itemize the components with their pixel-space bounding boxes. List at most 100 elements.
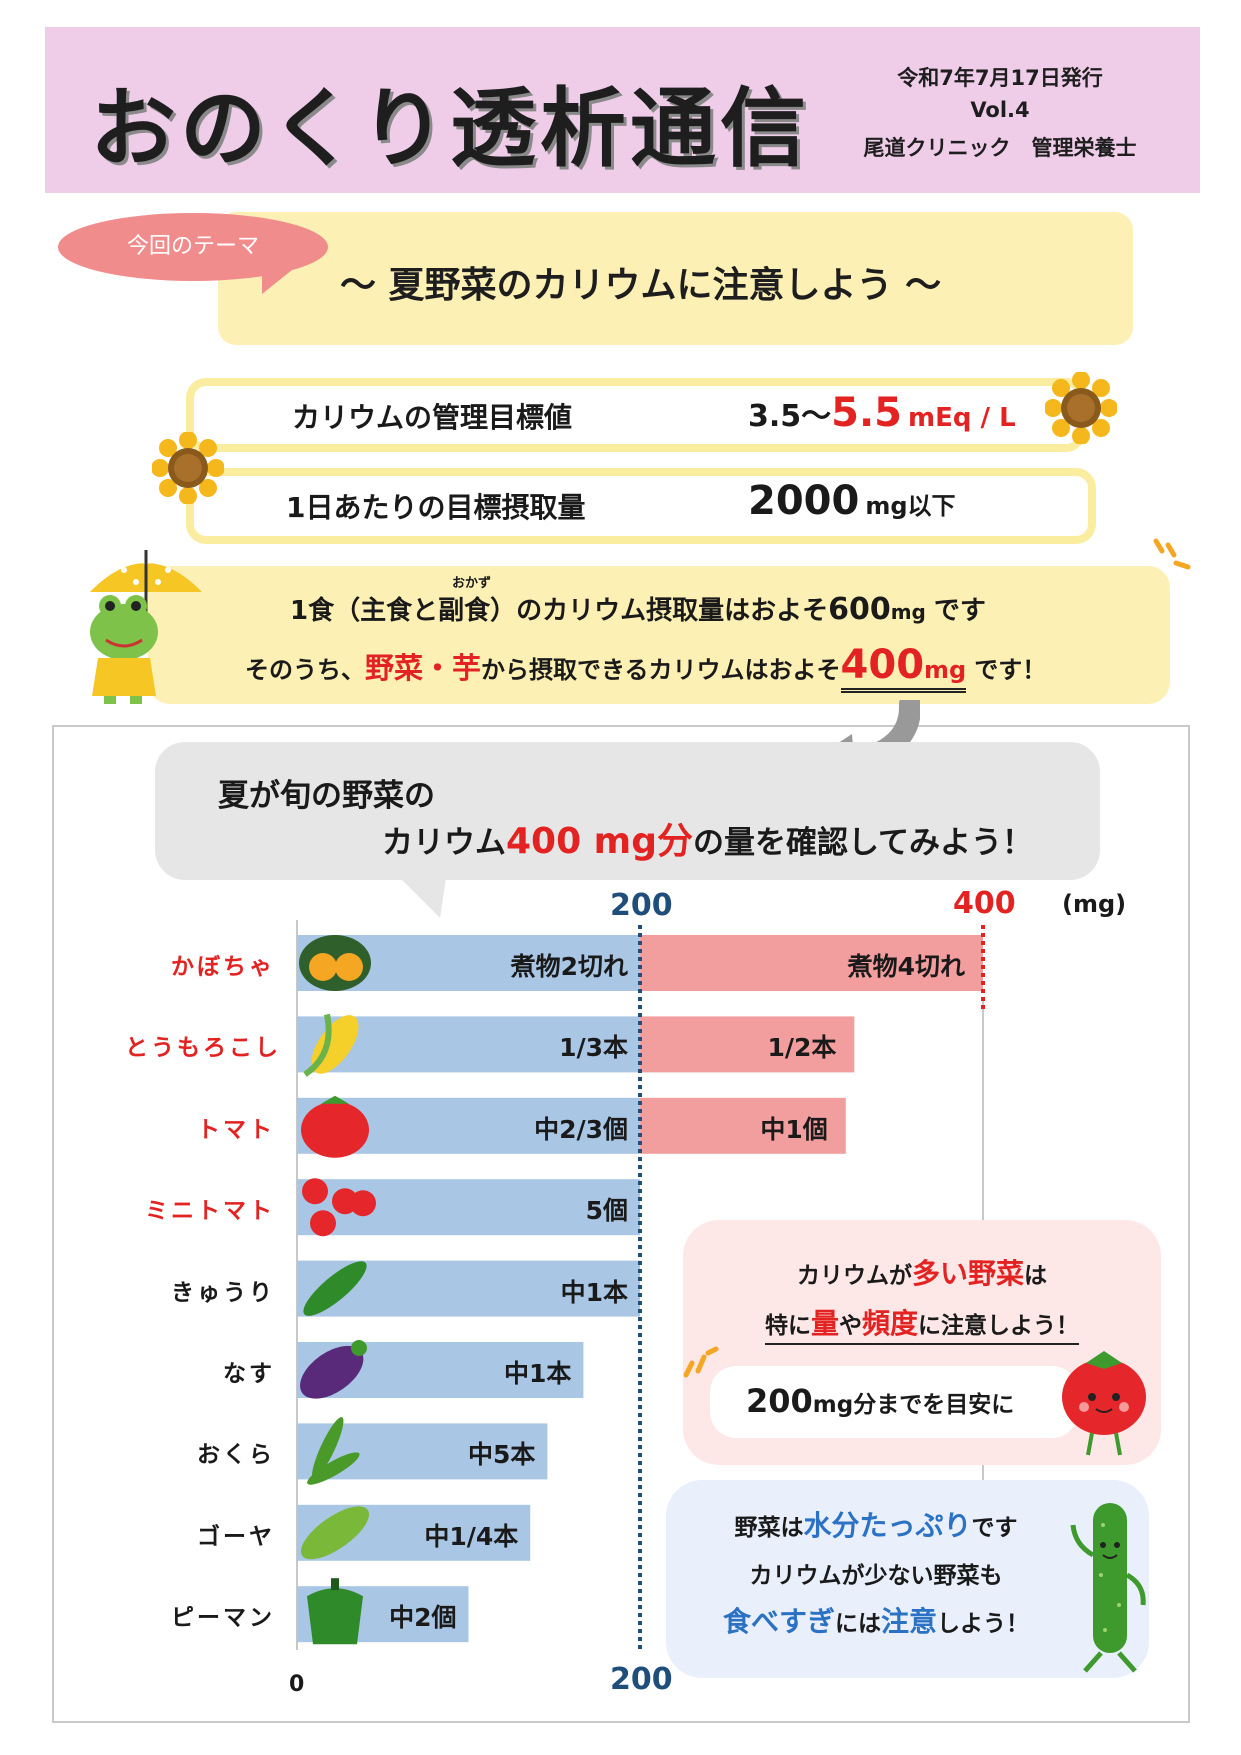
- intake-line-2-start: そのうち、: [245, 656, 365, 684]
- advice2-l3-blue1: 食べすぎ: [722, 1605, 835, 1638]
- bar-value-label: 1/3本: [559, 1033, 628, 1063]
- volume-number: Vol.4: [970, 98, 1030, 122]
- intake-line-2-end: です！: [974, 656, 1047, 684]
- advice1-l2-red2: 頻度: [862, 1307, 919, 1340]
- intake-400-unit: mg: [924, 656, 967, 684]
- advice1-200: 200: [746, 1382, 813, 1420]
- speech-bubble: [155, 742, 1100, 880]
- advice1-guideline: 200mg分までを目安に: [746, 1382, 1014, 1420]
- theme-text: ～ 夏野菜のカリウムに注意しよう ～: [340, 265, 942, 306]
- advice2-l3-blue2: 注意: [881, 1605, 938, 1638]
- intake-line-2: そのうち、野菜・芋から摂取できるカリウムはおよそ400mg です！: [245, 642, 1047, 693]
- bar-value-label: 中1個: [760, 1114, 828, 1144]
- tick-label-400: 400: [953, 886, 1016, 921]
- intake-400: 400mg: [840, 642, 967, 693]
- advice1-line-2: 特に量や頻度に注意しよう！: [683, 1302, 1161, 1345]
- sunflower-icon: [151, 431, 225, 505]
- bubble-line-1: 夏が旬の野菜の: [218, 778, 435, 814]
- advice2-line-3: 食べすぎには注意しよう！: [666, 1600, 1086, 1640]
- intake-line-2-mid: から摂取できるカリウムはおよそ: [481, 656, 841, 684]
- intake-line-1-text: 1食（主食と副食）のカリウム摂取量はおよそ: [290, 596, 829, 626]
- newsletter-title: おのくり透析通信: [90, 79, 810, 179]
- theme-tag: 今回のテーマ: [58, 213, 328, 281]
- emphasis-marks-icon: [680, 1345, 720, 1381]
- bar-value-label: 煮物4切れ: [847, 952, 965, 981]
- tick-label-200: 200: [610, 888, 673, 923]
- category-label: ゴーヤ: [197, 1523, 275, 1550]
- category-label: なす: [223, 1361, 275, 1387]
- potassium-high: 5.5: [831, 390, 903, 436]
- intake-target-label: 1日あたりの目標摂取量: [286, 491, 586, 524]
- intake-target-value: 2000 mg以下: [748, 478, 956, 524]
- advice1-l2-underline: 特に量や頻度に注意しよう！: [764, 1307, 1080, 1345]
- chart-frame: [52, 725, 1190, 1723]
- category-label: おくら: [197, 1442, 275, 1469]
- advice1-l2-red1: 量: [810, 1307, 839, 1340]
- intake-line-1-end: です: [933, 596, 986, 626]
- advice1-guideline-box: [710, 1366, 1078, 1438]
- advice1-l2-a: 特に: [764, 1313, 811, 1339]
- intake-number: 2000: [748, 478, 860, 524]
- ruby-okazu: おかず: [452, 576, 492, 591]
- bubble-line-2-end: の量を確認してみよう！: [692, 825, 1034, 861]
- bar-value-label: 5個: [585, 1196, 628, 1226]
- theme-box: [218, 212, 1133, 345]
- advice2-l1-b: です: [971, 1515, 1018, 1541]
- category-label: ミニトマト: [145, 1198, 275, 1225]
- advice2-line-2: カリウムが少ない野菜も: [749, 1563, 1003, 1589]
- category-label: とうもろこし: [125, 1035, 281, 1062]
- advice-box-water-rich: [666, 1480, 1149, 1678]
- veg-potato-text: 野菜・芋: [365, 651, 482, 685]
- advice1-l1-red: 多い野菜: [911, 1257, 1024, 1290]
- unit-label: (mg): [1062, 890, 1127, 918]
- bubble-400mg: 400 mg分: [506, 821, 693, 862]
- category-label: トマト: [197, 1116, 275, 1143]
- category-label: ピーマン: [171, 1605, 275, 1632]
- speech-bubble-tail: [400, 878, 446, 918]
- advice1-l2-c: に注意しよう！: [918, 1313, 1080, 1339]
- advice2-l1-a: 野菜は: [734, 1515, 804, 1541]
- header-banner: [45, 27, 1200, 193]
- potassium-target-value: 3.5～5.5 mEq / L: [748, 390, 1016, 436]
- tick-label-0: 0: [289, 1672, 305, 1697]
- bar-value-label: 煮物2切れ: [510, 952, 628, 981]
- tick-label-200-bottom: 200: [610, 1662, 673, 1697]
- bar-value-label: 中2/3個: [534, 1114, 628, 1144]
- emphasis-marks-icon: [1152, 535, 1192, 575]
- intake-unit: mg以下: [865, 492, 956, 520]
- issue-date: 令和7年7月17日発行: [897, 66, 1103, 90]
- tomato-character-icon: [1052, 1345, 1157, 1463]
- frog-umbrella-icon: [84, 540, 208, 706]
- intake-info-box: [148, 566, 1170, 704]
- advice1-line-1: カリウムが多い野菜は: [683, 1252, 1161, 1292]
- advice1-l1-a: カリウムが: [796, 1263, 912, 1289]
- bar-value-label: 中1本: [560, 1277, 628, 1307]
- intake-600: 600: [828, 592, 891, 627]
- category-label: かぼちゃ: [171, 954, 275, 980]
- intake-target-box: [186, 468, 1096, 544]
- intake-600-unit: mg: [890, 600, 926, 624]
- bubble-line-2: カリウム400 mg分の量を確認してみよう！: [382, 812, 1033, 864]
- potassium-target-label: カリウムの管理目標値: [292, 401, 573, 434]
- intake-400-number: 400: [840, 642, 925, 688]
- advice2-l1-blue: 水分たっぷり: [803, 1509, 972, 1542]
- category-label: きゅうり: [171, 1279, 275, 1306]
- advice1-l1-b: は: [1024, 1263, 1047, 1289]
- intake-line-1: 1食（主食と副食）のカリウム摂取量はおよそ600mg です: [290, 590, 986, 627]
- sunflower-icon: [1044, 371, 1118, 445]
- advice2-l3-a: には: [835, 1611, 881, 1637]
- cucumber-character-icon: [1065, 1495, 1155, 1675]
- potassium-unit: mEq / L: [908, 403, 1016, 433]
- bubble-line-2-start: カリウム: [382, 825, 506, 861]
- advice1-l2-b: や: [839, 1313, 862, 1339]
- bar-value-label: 中1本: [504, 1359, 572, 1388]
- bar-value-label: 中2個: [389, 1603, 457, 1633]
- advice2-line-1: 野菜は水分たっぷりです: [666, 1504, 1086, 1544]
- advice2-l3-b: しよう！: [937, 1611, 1030, 1637]
- author: 尾道クリニック 管理栄養士: [863, 136, 1137, 160]
- bar-value-label: 中1/4本: [424, 1521, 519, 1551]
- advice1-guideline-text: mg分までを目安に: [812, 1392, 1015, 1418]
- potassium-low: 3.5～: [748, 399, 832, 434]
- bar-value-label: 1/2本: [767, 1033, 837, 1063]
- bar-value-label: 中5本: [467, 1440, 536, 1470]
